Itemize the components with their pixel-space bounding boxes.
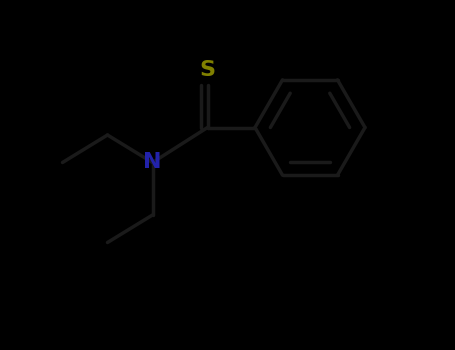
Text: N: N: [143, 153, 162, 173]
Text: S: S: [199, 60, 216, 80]
